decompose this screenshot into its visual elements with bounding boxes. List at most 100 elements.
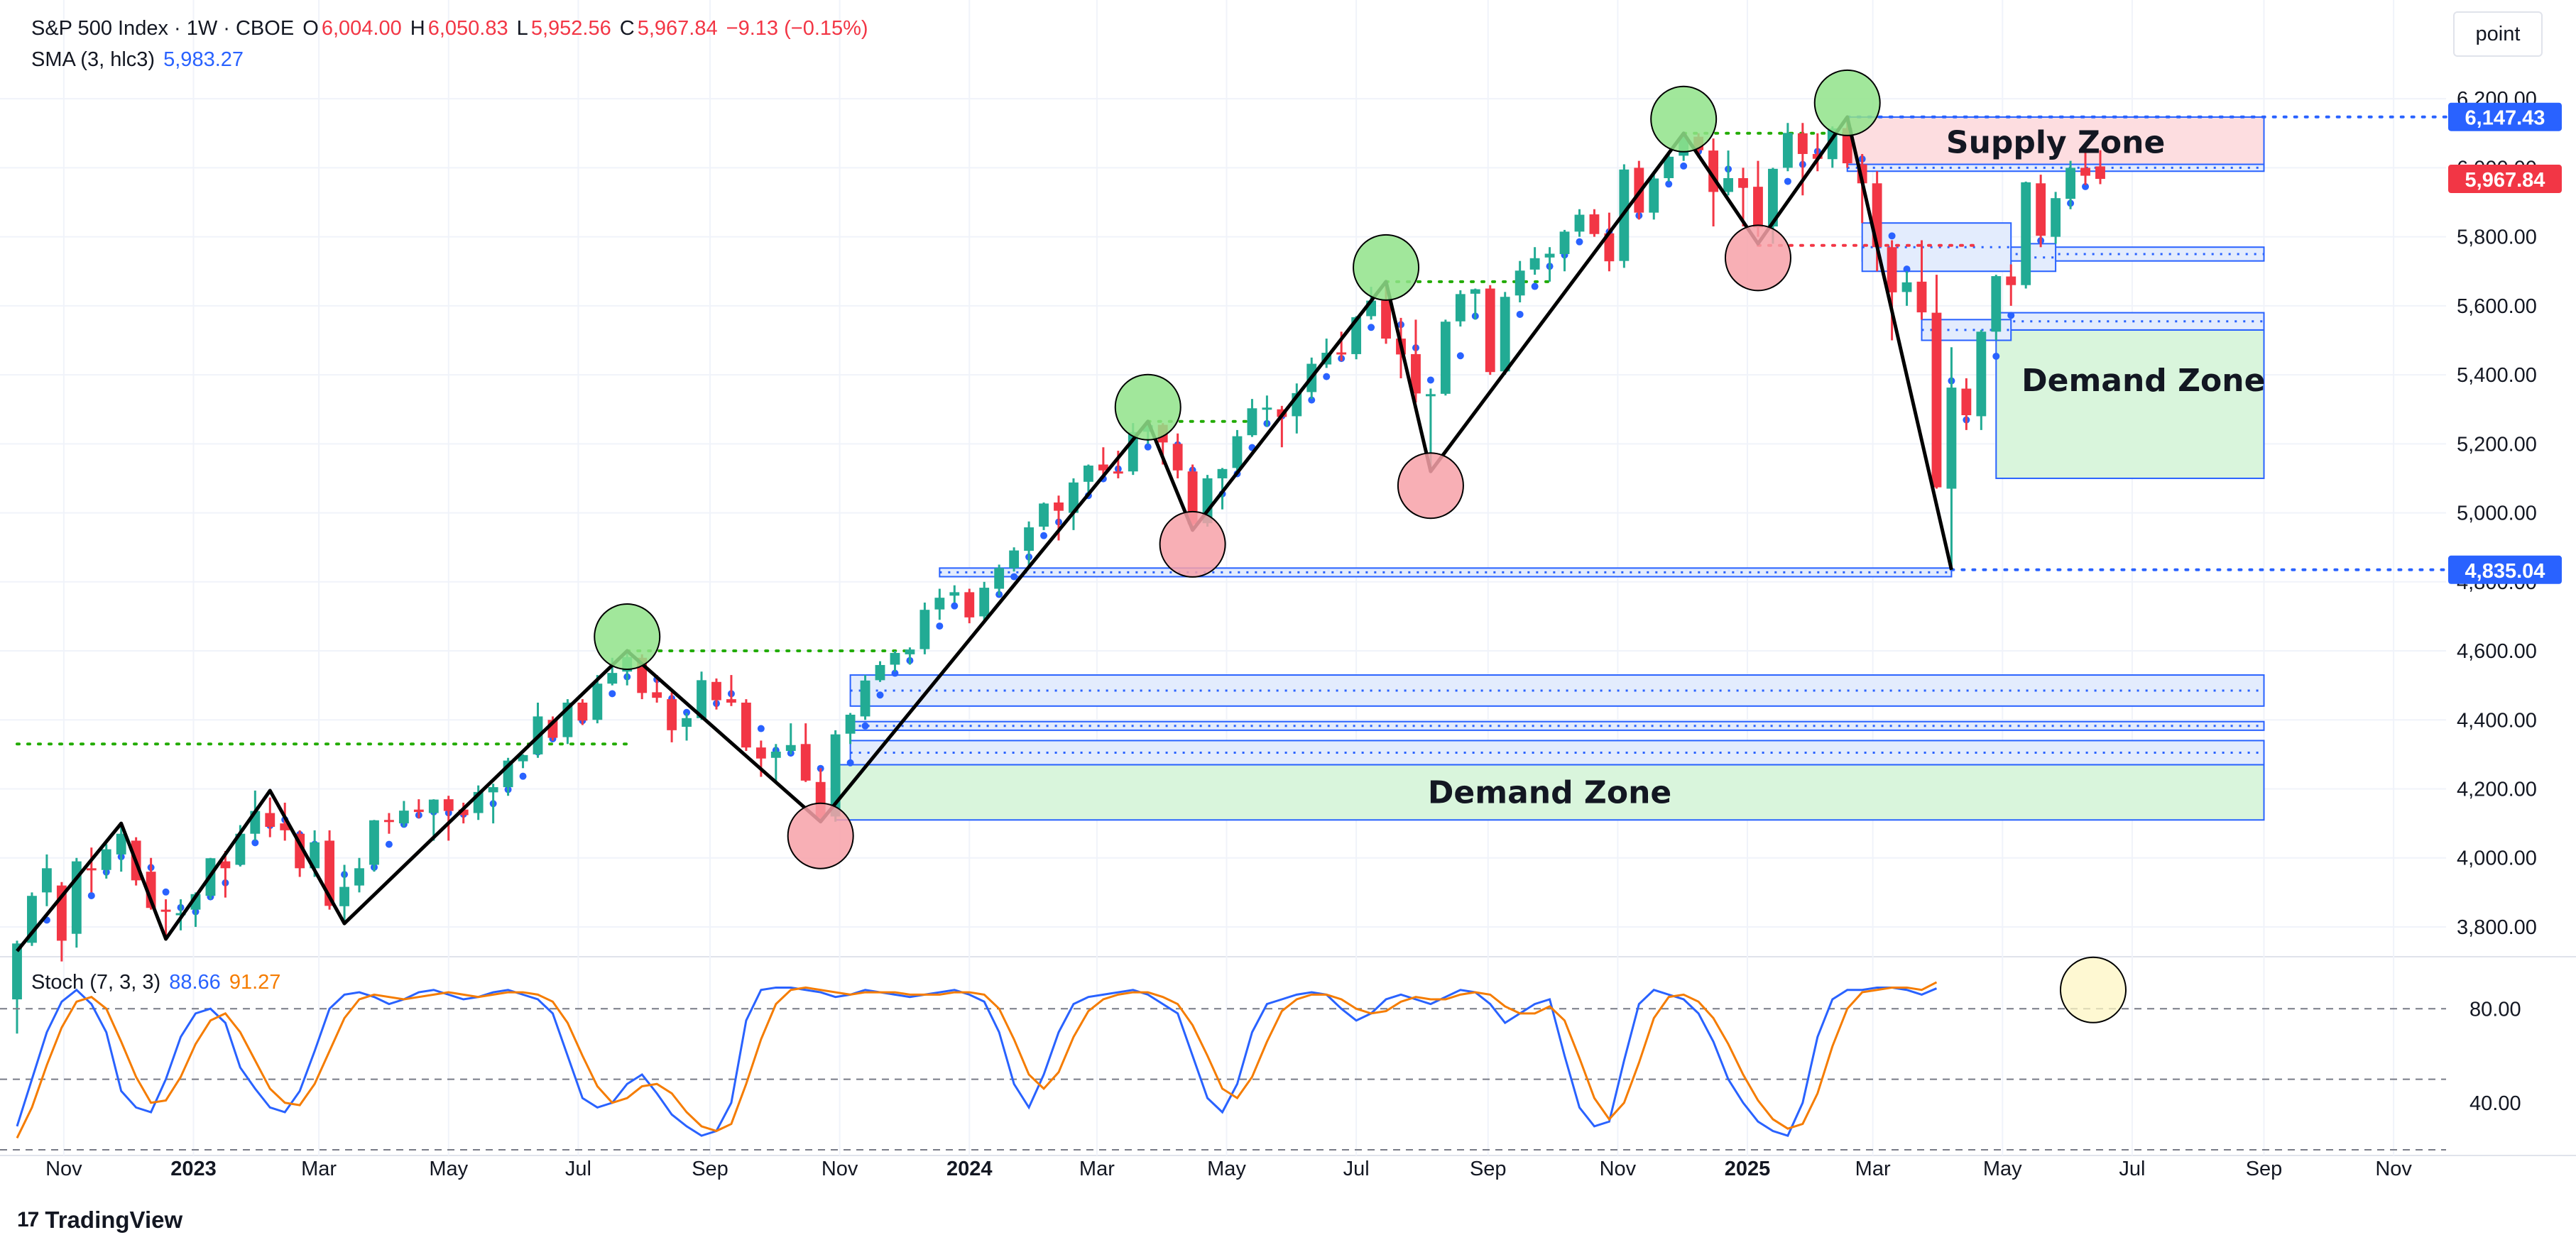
- sma-dot: [757, 725, 765, 732]
- candle-body: [1485, 288, 1495, 373]
- candle-body: [1664, 156, 1674, 178]
- tradingview-logo: 17: [17, 1208, 39, 1231]
- sma-value: 5,983.27: [163, 48, 244, 71]
- time-axis-label: May: [429, 1158, 468, 1180]
- candle-body: [1887, 247, 1897, 292]
- candle-body: [1351, 317, 1362, 354]
- candle-body: [101, 849, 111, 870]
- sma-dot: [1888, 232, 1896, 240]
- candle-body: [890, 652, 900, 665]
- time-axis-label: 2025: [1725, 1158, 1771, 1180]
- highlight-zone: [849, 740, 2265, 766]
- price-tag-label: 5,967.84: [2465, 169, 2545, 192]
- sma-dot: [162, 888, 170, 896]
- sma-dot: [1323, 373, 1331, 380]
- sma-label: SMA (3, hlc3): [31, 48, 155, 71]
- candle-body: [384, 820, 394, 823]
- candle-body: [2006, 276, 2016, 285]
- candle-body: [1991, 276, 2002, 332]
- candle-body: [1232, 436, 1243, 468]
- candle-body: [1515, 270, 1525, 296]
- candle-body: [160, 909, 171, 912]
- demand-zone-label: Demand Zone: [1428, 774, 1671, 811]
- zones: [834, 116, 2265, 821]
- candle-body: [175, 913, 186, 916]
- sma-dot: [1456, 352, 1464, 360]
- open-label: O: [302, 17, 319, 40]
- demand-zone: [1995, 329, 2265, 479]
- candle-body: [919, 610, 930, 649]
- sma-dot: [683, 708, 691, 716]
- time-axis-label: Jul: [2119, 1158, 2145, 1180]
- candle-body: [86, 868, 97, 871]
- candle-body: [1544, 253, 1555, 258]
- candle-body: [1931, 312, 1942, 488]
- sma-dot: [846, 759, 854, 767]
- candle-body: [1054, 502, 1064, 511]
- price-tag-box: [2448, 165, 2562, 194]
- sma-dot: [1680, 162, 1688, 170]
- candle-body: [1574, 214, 1585, 232]
- candle-body: [1336, 352, 1347, 355]
- swing-high-marker: [1353, 234, 1420, 301]
- stochastic-pane: 80.00 40.00: [0, 956, 2521, 1151]
- candle-body: [1098, 464, 1108, 471]
- sma-dot: [2007, 312, 2015, 319]
- candle-body: [1738, 177, 1748, 188]
- candle-body: [845, 714, 856, 734]
- candle-body: [755, 747, 766, 759]
- candle-body: [1723, 177, 1733, 192]
- candle-body: [1455, 294, 1466, 322]
- close-value: 5,967.84: [637, 17, 718, 40]
- candle-body: [711, 681, 721, 701]
- candle-body: [1649, 178, 1659, 213]
- high-label: H: [410, 17, 425, 40]
- candle-body: [667, 699, 677, 730]
- price-tags: 6,147.43 5,967.84 4,835.04: [2448, 102, 2562, 584]
- close-label: C: [619, 17, 635, 40]
- candle-body: [652, 692, 662, 698]
- candle-body: [1604, 233, 1615, 262]
- sma-dot: [385, 840, 393, 848]
- supply-zone-label: Supply Zone: [1946, 125, 2165, 161]
- price-axis[interactable]: 3,800.00 4,000.00 4,200.00 4,400.00 4,600.00…: [2457, 88, 2537, 939]
- candle-body: [398, 811, 409, 824]
- sma-dot: [2082, 182, 2090, 190]
- candle-body: [1470, 289, 1480, 294]
- candle-body: [697, 680, 706, 718]
- sma-dot: [251, 839, 259, 847]
- sma-dot: [87, 891, 95, 899]
- candle-body: [1381, 300, 1391, 339]
- candle-body: [339, 886, 349, 906]
- sma-dot: [951, 602, 959, 610]
- candle-body: [518, 754, 528, 762]
- sma-dot: [1368, 324, 1375, 331]
- sma-dot: [1144, 443, 1152, 451]
- stoch-axis-label: 40.00: [2469, 1092, 2521, 1115]
- candle-body: [310, 842, 320, 869]
- time-axis[interactable]: Nov 2023 Mar May Jul Sep Nov 2024 Mar May Jul Sep No…: [45, 1158, 2412, 1180]
- candle-body: [220, 861, 231, 869]
- candle-body: [2065, 168, 2075, 199]
- legend-stoch[interactable]: Stoch (7, 3, 3) 88.66 91.27: [31, 971, 283, 994]
- candle-body: [413, 809, 424, 813]
- symbol-title[interactable]: S&P 500 Index · 1W · CBOE: [31, 17, 295, 40]
- price-tag-label: 6,147.43: [2465, 107, 2545, 130]
- time-axis-label: Nov: [822, 1158, 858, 1180]
- trend-zigzag: [16, 115, 1953, 952]
- candle-body: [2080, 168, 2090, 176]
- swing-high-marker: [594, 603, 661, 671]
- legend-sma[interactable]: SMA (3, hlc3) 5,983.27: [31, 48, 246, 72]
- price-tag-box: [2448, 555, 2562, 584]
- candle-body: [2051, 198, 2061, 237]
- tradingview-brand[interactable]: 17 TradingView: [17, 1207, 182, 1234]
- candle-body: [2095, 166, 2105, 180]
- candle-body: [1024, 527, 1034, 551]
- supply-zone: [1846, 116, 2265, 169]
- highlight-zone: [1861, 222, 2012, 273]
- candle-body: [934, 598, 945, 610]
- time-axis-label: Mar: [1855, 1158, 1891, 1180]
- legend-main: S&P 500 Index · 1W · CBOE O 6,004.00 H 6,0…: [31, 17, 871, 40]
- unit-button[interactable]: point: [2453, 11, 2543, 57]
